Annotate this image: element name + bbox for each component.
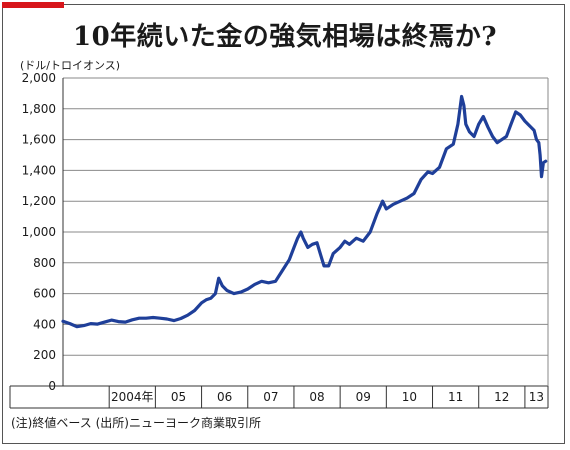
y-tick-label: 400: [33, 317, 56, 331]
chart-title: 10年続いた金の強気相場は終焉か?: [73, 22, 497, 52]
y-tick-label: 600: [33, 287, 56, 301]
y-tick-label: 1,600: [22, 133, 56, 147]
x-tick-label: 06: [217, 390, 232, 404]
y-tick-label: 2,000: [22, 71, 56, 85]
x-tick-label: 11: [448, 390, 463, 404]
chart-note: (注)終値ベース (出所)ニューヨーク商業取引所: [11, 416, 261, 430]
x-tick-label: 13: [529, 390, 544, 404]
y-tick-label: 200: [33, 348, 56, 362]
x-tick-label: 2004年: [111, 390, 154, 404]
x-tick-label: 07: [263, 390, 278, 404]
x-tick-label: 12: [494, 390, 509, 404]
y-tick-label: 1,400: [22, 163, 56, 177]
y-tick-label: 1,200: [22, 194, 56, 208]
y-tick-label: 1,000: [22, 225, 56, 239]
gold-price-series-line: [61, 94, 548, 329]
y-tick-label: 800: [33, 256, 56, 270]
x-tick-label: 09: [356, 390, 371, 404]
x-tick-label: 08: [309, 390, 324, 404]
x-tick-label: 05: [171, 390, 186, 404]
x-tick-label: 10: [402, 390, 417, 404]
chart-frame: [2, 4, 565, 444]
y-tick-label: 1,800: [22, 102, 56, 116]
y-axis-unit-label: (ドル/トロイオンス): [20, 59, 121, 72]
red-accent-bar: [2, 2, 64, 8]
